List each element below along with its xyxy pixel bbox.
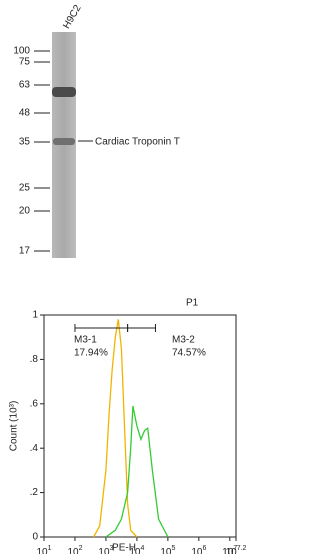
marker-label: 48: [19, 108, 31, 119]
x-tick-base: 10: [160, 547, 172, 554]
x-tick-label: 101: [36, 545, 51, 554]
x-tick-base: 10: [226, 547, 238, 554]
marker-label: 63: [19, 80, 31, 91]
x-tick-label: 105: [160, 545, 175, 554]
gate-percent: 74.57%: [172, 348, 206, 359]
y-axis-label: Count (10³): [9, 401, 20, 452]
y-tick-label: .8: [30, 354, 39, 365]
x-tick-base: 10: [191, 547, 203, 554]
x-tick-label: 104: [129, 545, 144, 554]
histogram-line: [106, 406, 168, 537]
blot-band: [52, 87, 76, 97]
marker-label: 35: [19, 137, 31, 148]
x-tick-exp: 5: [171, 545, 175, 552]
x-tick-label: 102: [67, 545, 82, 554]
lane-label: H9C2: [61, 3, 84, 31]
marker-label: 17: [19, 246, 31, 257]
x-tick-label: 106: [191, 545, 206, 554]
y-tick-label: 1: [32, 310, 38, 321]
x-tick-exp: 6: [202, 545, 206, 552]
figure: H9C2 Cardiac Troponin T P1 PE-H Count (1…: [0, 0, 248, 554]
gate-percent: 17.94%: [74, 348, 108, 359]
blot-band: [53, 138, 75, 145]
x-tick-label: 107.2: [226, 545, 247, 554]
y-tick-label: 0: [32, 532, 38, 543]
y-tick-label: .2: [30, 487, 39, 498]
y-tick-label: .6: [30, 398, 39, 409]
x-tick-base: 10: [36, 547, 48, 554]
plot-frame: [44, 315, 236, 537]
gate-name: M3-2: [172, 335, 195, 346]
x-tick-base: 10: [98, 547, 110, 554]
marker-label: 25: [19, 183, 31, 194]
marker-label: 75: [19, 57, 31, 68]
x-tick-exp: 7.2: [237, 545, 247, 552]
x-tick-exp: 4: [141, 545, 145, 552]
y-tick-label: .4: [30, 443, 39, 454]
marker-label: 100: [13, 46, 30, 57]
annotation: Cardiac Troponin T: [95, 137, 180, 148]
x-tick-base: 10: [67, 547, 79, 554]
x-tick-exp: 3: [110, 545, 114, 552]
x-tick-exp: 2: [79, 545, 83, 552]
x-tick-exp: 1: [48, 545, 52, 552]
gate-name: M3-1: [74, 335, 97, 346]
x-tick-base: 10: [129, 547, 141, 554]
marker-label: 20: [19, 206, 31, 217]
chart-title: P1: [186, 298, 199, 309]
